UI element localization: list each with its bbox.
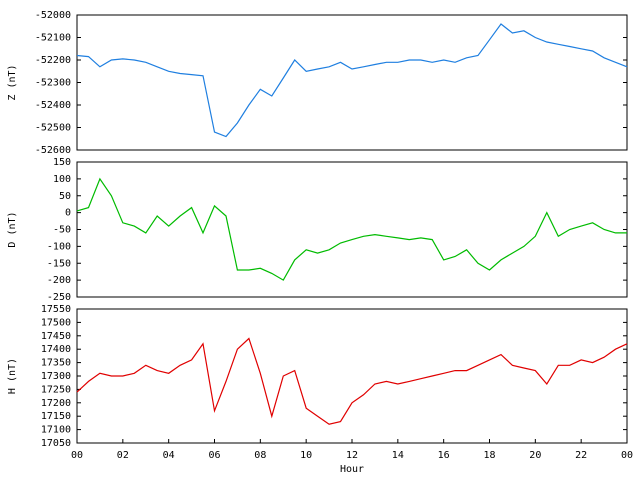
plot-frame — [76, 308, 628, 444]
x-tick-label: 18 — [483, 450, 495, 461]
data-line — [76, 177, 627, 281]
x-tick-label: 14 — [392, 450, 404, 461]
y-tick-label: 50 — [59, 191, 71, 202]
y-tick-label: -200 — [47, 275, 71, 286]
x-tick-label: 00 — [621, 450, 633, 461]
y-tick-label: -50 — [53, 225, 71, 236]
y-tick-label: 17200 — [41, 398, 71, 409]
y-tick-label: -52300 — [35, 78, 71, 89]
y-tick-label: 17550 — [41, 304, 71, 315]
y-tick-label: -52600 — [35, 145, 71, 156]
y-tick-label: 17500 — [41, 317, 71, 328]
plot-frame — [76, 14, 628, 151]
y-tick-label: 17250 — [41, 384, 71, 395]
x-tick-label: 22 — [575, 450, 587, 461]
x-tick-label: 12 — [346, 450, 358, 461]
y-tick-label: 17400 — [41, 344, 71, 355]
x-tick-label: 20 — [529, 450, 541, 461]
x-tick-label: 04 — [163, 450, 175, 461]
x-tick-label: 00 — [71, 450, 83, 461]
y-tick-label: -52100 — [35, 33, 71, 44]
x-axis-label: Hour — [340, 464, 364, 475]
x-tick-label: 02 — [117, 450, 129, 461]
y-tick-label: -52500 — [35, 123, 71, 134]
y-tick-label: 0 — [65, 208, 71, 219]
y-tick-label: -250 — [47, 292, 71, 303]
y-tick-label: -150 — [47, 258, 71, 269]
data-line — [76, 337, 628, 425]
x-tick-label: 06 — [208, 450, 220, 461]
y-tick-label: 100 — [53, 174, 71, 185]
y-axis-label: D (nT) — [7, 211, 18, 247]
x-tick-label: 10 — [300, 450, 312, 461]
x-tick-label: 08 — [254, 450, 266, 461]
x-tick-label: 16 — [438, 450, 450, 461]
data-line — [76, 23, 628, 138]
y-tick-label: 17300 — [41, 371, 71, 382]
y-axis-label: H (nT) — [7, 358, 18, 394]
y-tick-label: 17050 — [41, 438, 71, 449]
y-tick-label: 17150 — [41, 411, 71, 422]
y-tick-label: 17100 — [41, 425, 71, 436]
y-tick-label: 17350 — [41, 358, 71, 369]
y-axis-label: Z (nT) — [7, 64, 18, 100]
y-tick-label: 17450 — [41, 331, 71, 342]
y-tick-label: -52200 — [35, 55, 71, 66]
plot-frame — [76, 161, 628, 298]
y-tick-label: -52400 — [35, 100, 71, 111]
y-tick-label: 150 — [53, 157, 71, 168]
y-tick-label: -52000 — [35, 10, 71, 21]
y-tick-label: -100 — [47, 241, 71, 252]
